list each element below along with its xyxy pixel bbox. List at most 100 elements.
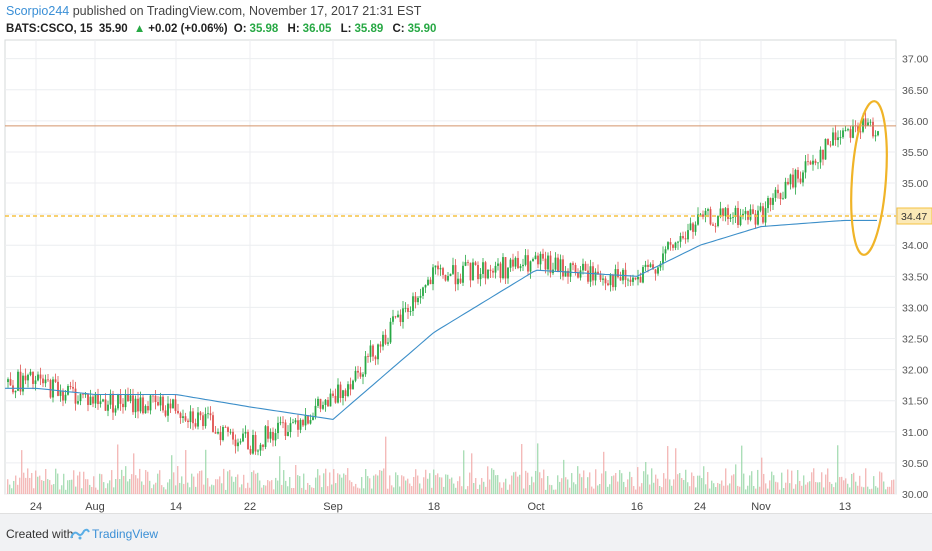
volume-bar	[259, 480, 261, 494]
y-tick-label: 35.00	[902, 178, 928, 190]
volume-bar	[333, 469, 335, 494]
candle-body	[9, 379, 12, 386]
volume-bar	[215, 479, 217, 494]
candle-body	[499, 263, 502, 279]
volume-bar	[555, 489, 557, 494]
volume-bar	[497, 475, 499, 494]
volume-bar	[481, 478, 483, 494]
candle-body	[752, 209, 754, 214]
price-marker-label: 34.47	[901, 211, 927, 223]
candle-body	[579, 270, 582, 278]
volume-bar	[485, 486, 487, 494]
volume-bar	[55, 468, 57, 494]
volume-bar	[337, 473, 339, 494]
volume-bar	[225, 489, 227, 494]
candle-body	[687, 230, 689, 240]
candle-body	[754, 213, 757, 225]
volume-bar	[129, 478, 131, 494]
footer-bar: Created with TradingView	[0, 513, 932, 551]
x-tick-label: Nov	[751, 501, 771, 513]
volume-bar	[613, 475, 615, 494]
volume-bar	[771, 471, 773, 494]
price-chart[interactable]: 37.0036.5036.0035.5035.0034.5034.0033.50…	[0, 0, 932, 513]
volume-bar	[783, 488, 785, 494]
volume-bar	[73, 470, 75, 494]
candle-body	[442, 268, 444, 275]
volume-bar	[509, 484, 511, 494]
volume-bar	[95, 487, 97, 494]
volume-bar	[511, 475, 513, 494]
volume-bar	[203, 484, 205, 494]
candle-body	[827, 139, 829, 145]
volume-bar	[141, 481, 143, 494]
candle-body	[517, 257, 519, 269]
candle-body	[252, 434, 254, 454]
volume-bar	[363, 488, 365, 494]
candle-body	[439, 268, 442, 270]
volume-bar	[649, 484, 651, 494]
candle-body	[714, 225, 717, 227]
candle-body	[127, 394, 129, 402]
candle-body	[504, 257, 507, 279]
candle-body	[187, 420, 189, 423]
volume-bar	[663, 473, 665, 494]
volume-bar	[15, 475, 17, 494]
candle-body	[494, 265, 497, 273]
candle-body	[544, 258, 547, 270]
volume-bar	[445, 474, 447, 494]
candle-body	[87, 393, 89, 405]
candle-body	[812, 160, 814, 165]
volume-bar	[75, 486, 77, 494]
volume-bar	[859, 475, 861, 494]
candle-body	[57, 381, 59, 396]
candle-body	[424, 285, 427, 288]
candle-body	[829, 144, 832, 146]
volume-bar	[79, 471, 81, 494]
candle-body	[139, 397, 142, 412]
volume-bars	[7, 436, 895, 494]
volume-bar	[677, 474, 679, 494]
volume-bar	[71, 479, 73, 494]
volume-bar	[709, 488, 711, 494]
volume-bar	[377, 475, 379, 494]
volume-bar	[379, 470, 381, 494]
volume-bar	[145, 470, 147, 494]
volume-bar	[281, 484, 283, 494]
candle-body	[444, 274, 447, 281]
volume-bar	[401, 475, 403, 494]
x-tick-label: Aug	[85, 501, 105, 513]
volume-bar	[719, 483, 721, 494]
volume-bar	[353, 486, 355, 494]
volume-bar	[763, 473, 765, 494]
volume-bar	[457, 481, 459, 494]
candle-body	[312, 417, 314, 421]
y-tick-label: 31.00	[902, 427, 928, 439]
volume-bar	[59, 489, 61, 494]
volume-bar	[469, 472, 471, 494]
candle-body	[527, 255, 529, 272]
open-value: 35.98	[249, 23, 279, 35]
volume-bar	[207, 478, 209, 494]
volume-bar	[135, 475, 137, 494]
candle-body	[529, 261, 532, 272]
volume-bar	[279, 456, 281, 494]
candle-body	[649, 264, 652, 267]
candle-body	[367, 356, 369, 357]
volume-bar	[871, 488, 873, 494]
candle-body	[844, 130, 847, 132]
candle-body	[339, 384, 342, 398]
volume-bar	[175, 485, 177, 494]
volume-bar	[395, 472, 397, 494]
candle-body	[637, 276, 639, 280]
volume-bar	[9, 484, 11, 494]
author-link[interactable]: Scorpio244	[6, 4, 70, 18]
volume-bar	[157, 473, 159, 494]
price-marker-box	[896, 207, 932, 225]
candle-body	[809, 161, 812, 165]
volume-bar	[415, 469, 417, 494]
tradingview-brand-link[interactable]: TradingView	[92, 527, 159, 541]
volume-bar	[817, 482, 819, 494]
candle-body	[332, 393, 334, 396]
volume-bar	[761, 457, 763, 494]
volume-bar	[807, 482, 809, 494]
